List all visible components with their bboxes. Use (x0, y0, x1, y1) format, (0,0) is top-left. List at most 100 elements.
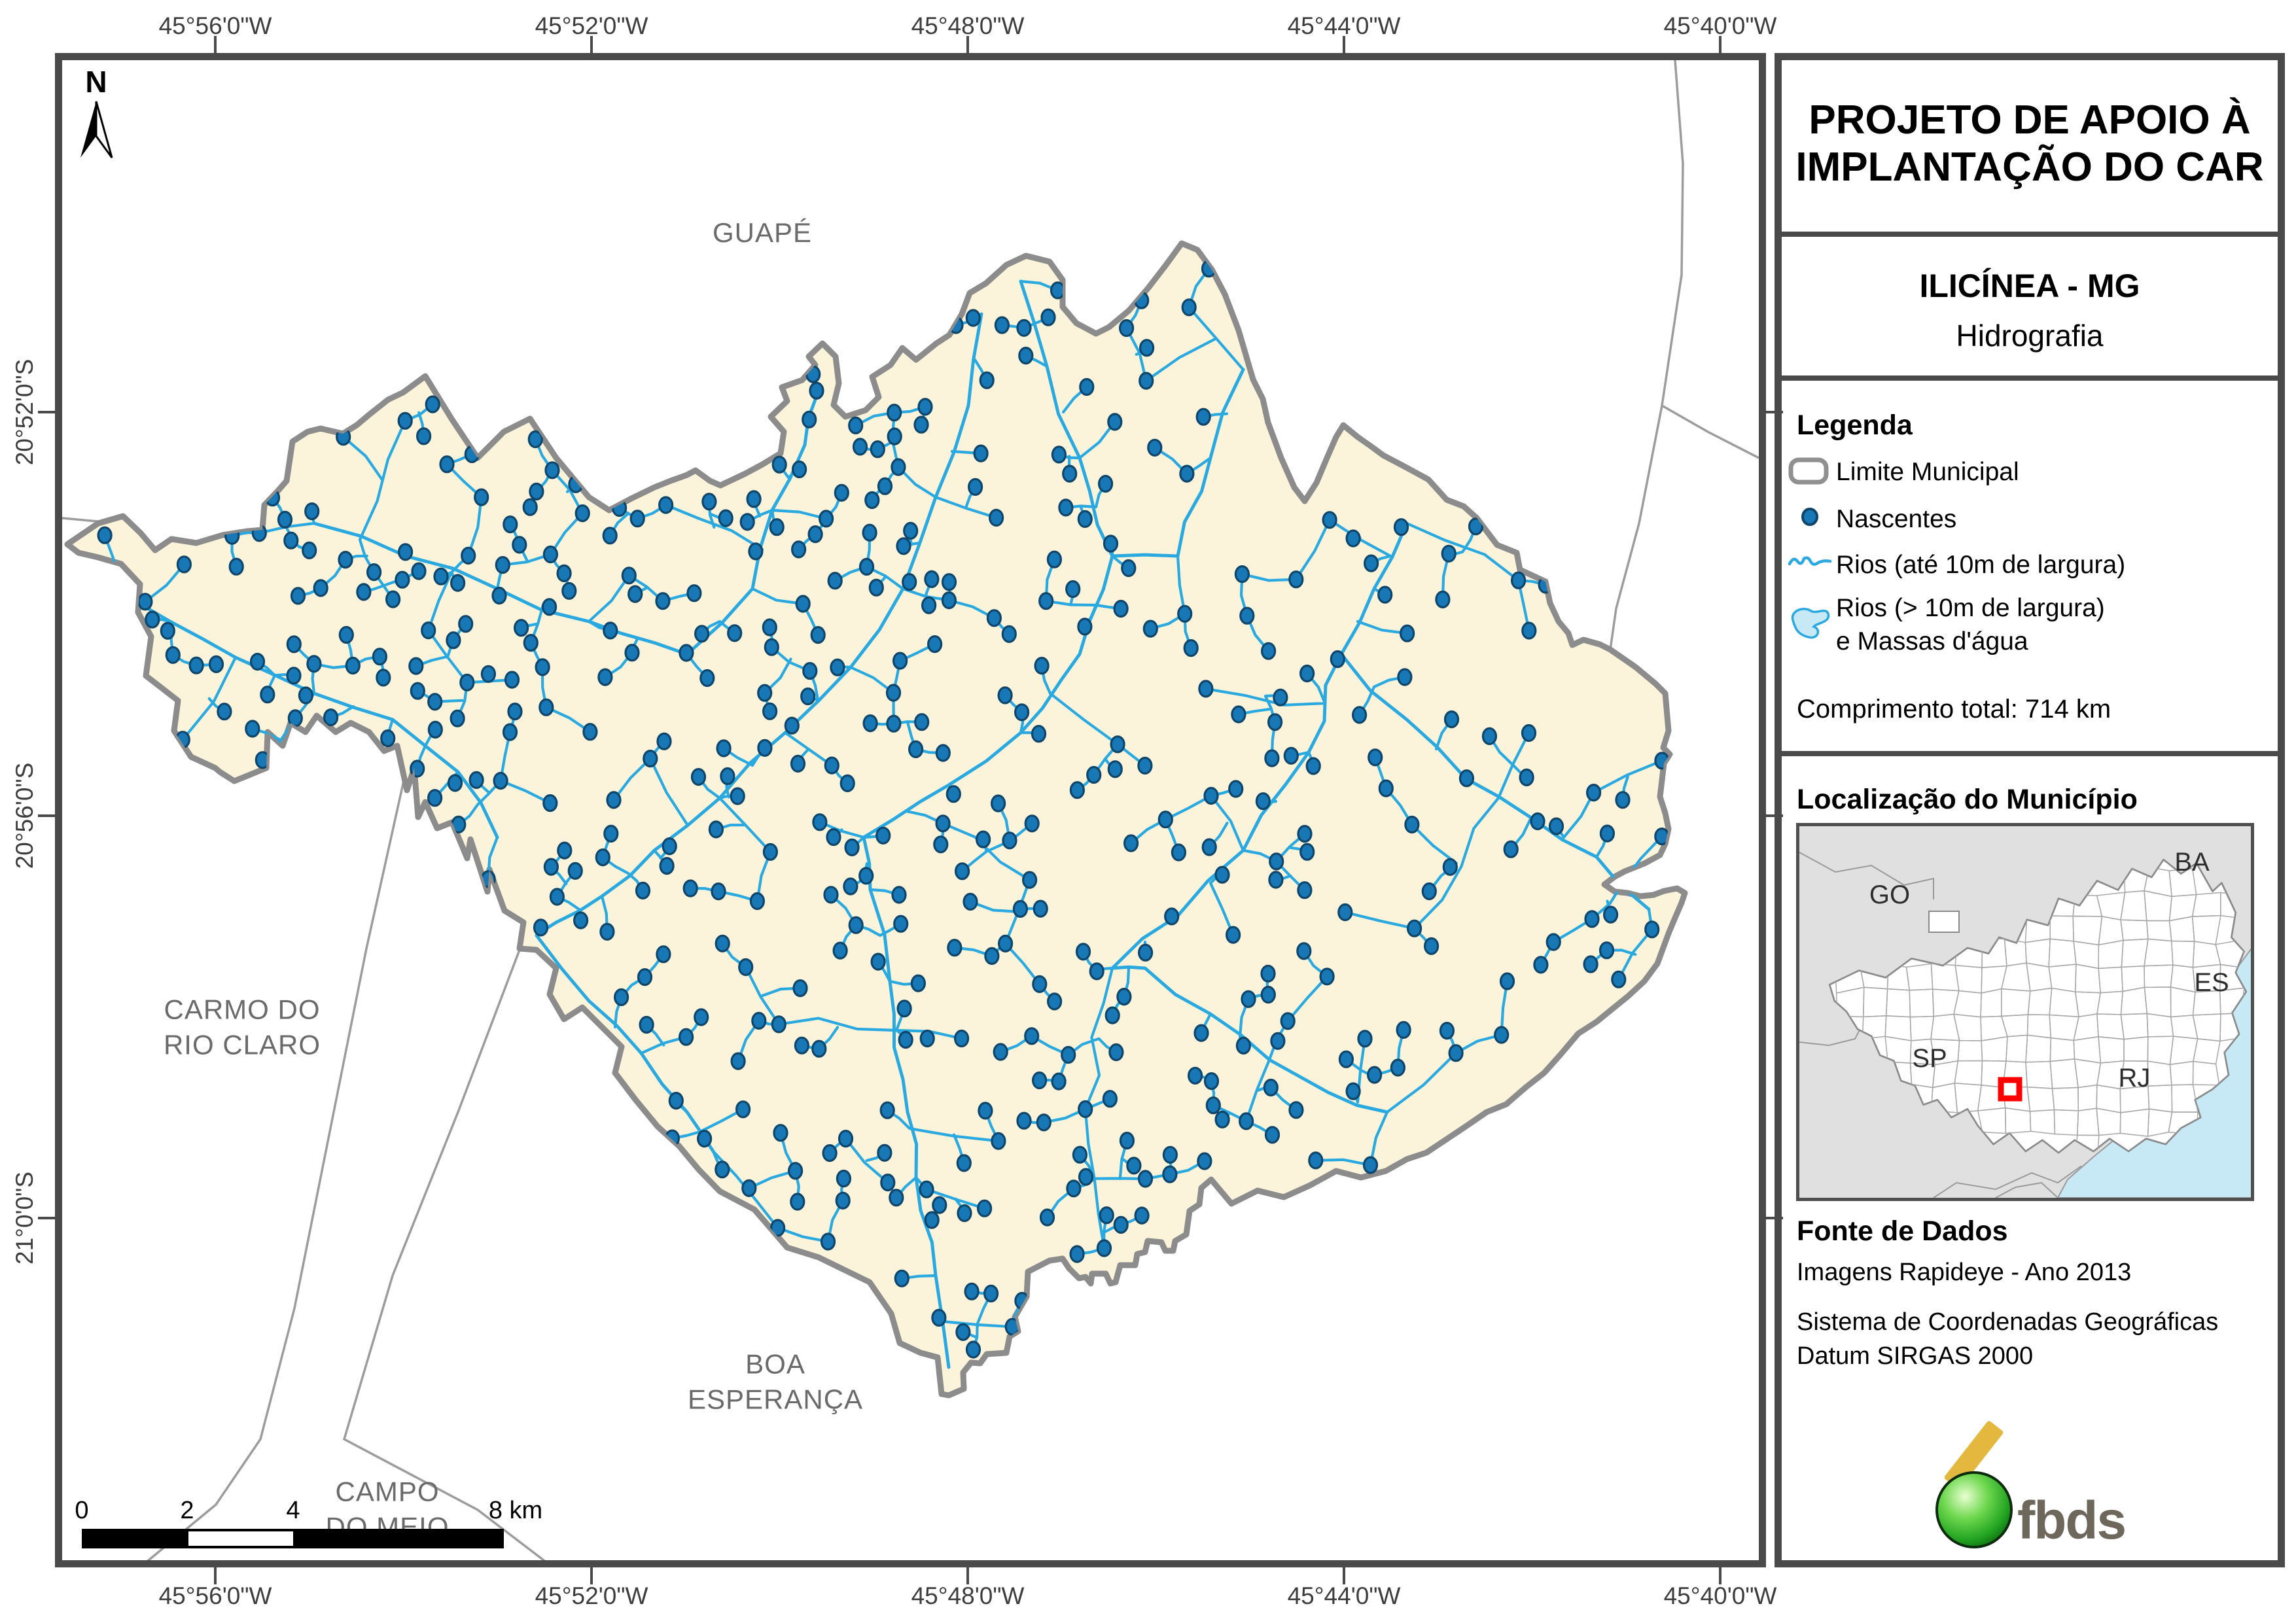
spring-dot[interactable] (659, 856, 675, 875)
spring-dot[interactable] (1142, 620, 1158, 638)
spring-dot[interactable] (397, 411, 413, 430)
spring-dot[interactable] (715, 934, 730, 952)
spring-dot[interactable] (730, 787, 745, 805)
spring-dot[interactable] (1338, 1050, 1354, 1068)
spring-dot[interactable] (656, 732, 672, 750)
spring-dot[interactable] (1038, 592, 1054, 610)
spring-dot[interactable] (543, 858, 559, 876)
spring-dot[interactable] (1548, 817, 1564, 835)
spring-dot[interactable] (557, 841, 573, 860)
spring-dot[interactable] (830, 658, 845, 676)
spring-dot[interactable] (1238, 1112, 1254, 1130)
spring-dot[interactable] (1002, 831, 1017, 850)
spring-dot[interactable] (694, 1008, 709, 1026)
spring-dot[interactable] (1203, 1072, 1220, 1091)
spring-dot[interactable] (1051, 1072, 1067, 1091)
spring-dot[interactable] (599, 922, 615, 941)
spring-dot[interactable] (708, 820, 724, 839)
spring-dot[interactable] (541, 598, 557, 616)
spring-dot[interactable] (1481, 727, 1497, 746)
spring-dot[interactable] (1072, 1145, 1088, 1164)
spring-dot[interactable] (879, 1101, 895, 1119)
spring-dot[interactable] (800, 687, 816, 706)
spring-dot[interactable] (1183, 638, 1199, 657)
spring-dot[interactable] (682, 879, 698, 898)
spring-dot[interactable] (1273, 688, 1288, 707)
spring-dot[interactable] (807, 525, 823, 544)
spring-dot[interactable] (1239, 606, 1255, 625)
spring-dot[interactable] (877, 477, 893, 495)
spring-dot[interactable] (621, 567, 637, 585)
spring-dot[interactable] (1039, 1208, 1055, 1227)
spring-dot[interactable] (1377, 585, 1393, 604)
spring-dot[interactable] (727, 624, 743, 642)
spring-dot[interactable] (1164, 907, 1180, 926)
spring-dot[interactable] (397, 543, 414, 561)
spring-dot[interactable] (802, 661, 818, 680)
spring-dot[interactable] (858, 867, 874, 885)
spring-dot[interactable] (523, 633, 539, 652)
spring-dot[interactable] (1583, 955, 1598, 973)
spring-dot[interactable] (1102, 1090, 1118, 1108)
spring-dot[interactable] (544, 461, 560, 480)
spring-dot[interactable] (1065, 580, 1081, 599)
spring-dot[interactable] (503, 515, 518, 534)
spring-dot[interactable] (1586, 783, 1602, 802)
spring-dot[interactable] (880, 1173, 896, 1192)
spring-dot[interactable] (917, 398, 933, 416)
spring-dot[interactable] (655, 592, 671, 610)
spring-dot[interactable] (1118, 319, 1135, 338)
spring-dot[interactable] (668, 1091, 684, 1110)
spring-dot[interactable] (1494, 1026, 1510, 1044)
spring-dot[interactable] (1299, 664, 1315, 683)
spring-dot[interactable] (1077, 510, 1093, 529)
spring-dot[interactable] (762, 702, 778, 720)
spring-dot[interactable] (914, 713, 930, 731)
spring-dot[interactable] (924, 1211, 940, 1229)
spring-dot[interactable] (893, 915, 909, 933)
spring-dot[interactable] (1234, 565, 1250, 584)
spring-dot[interactable] (1367, 1066, 1383, 1084)
spring-dot[interactable] (1337, 903, 1353, 922)
spring-dot[interactable] (896, 1000, 912, 1018)
spring-dot[interactable] (1162, 1165, 1178, 1183)
spring-dot[interactable] (741, 1179, 757, 1197)
spring-dot[interactable] (323, 708, 339, 727)
spring-dot[interactable] (686, 584, 702, 602)
spring-dot[interactable] (1139, 372, 1154, 390)
spring-dot[interactable] (1203, 786, 1219, 805)
spring-dot[interactable] (941, 591, 957, 610)
spring-dot[interactable] (217, 703, 232, 721)
spring-dot[interactable] (1288, 570, 1304, 589)
spring-dot[interactable] (822, 1143, 838, 1162)
spring-dot[interactable] (1439, 1021, 1455, 1040)
spring-dot[interactable] (1241, 990, 1256, 1008)
spring-dot[interactable] (757, 739, 773, 757)
spring-dot[interactable] (875, 826, 891, 845)
spring-dot[interactable] (1288, 1101, 1304, 1119)
spring-dot[interactable] (145, 610, 160, 629)
spring-dot[interactable] (1308, 1151, 1324, 1170)
spring-dot[interactable] (1187, 1066, 1203, 1085)
spring-dot[interactable] (385, 590, 401, 608)
spring-dot[interactable] (1077, 618, 1093, 636)
spring-dot[interactable] (1181, 298, 1197, 317)
spring-dot[interactable] (1177, 604, 1193, 623)
spring-dot[interactable] (298, 686, 313, 705)
spring-dot[interactable] (748, 542, 764, 561)
spring-dot[interactable] (997, 686, 1013, 705)
spring-dot[interactable] (1503, 840, 1519, 858)
spring-dot[interactable] (919, 1180, 934, 1198)
spring-dot[interactable] (1424, 937, 1439, 955)
spring-dot[interactable] (1089, 962, 1104, 981)
spring-dot[interactable] (1126, 1157, 1142, 1175)
spring-dot[interactable] (480, 665, 497, 683)
inset-ilicinea-marker[interactable] (1998, 1077, 2022, 1102)
spring-dot[interactable] (794, 1036, 810, 1055)
spring-dot[interactable] (1137, 1170, 1154, 1188)
spring-dot[interactable] (1368, 748, 1383, 767)
spring-dot[interactable] (533, 918, 549, 937)
spring-dot[interactable] (762, 843, 779, 861)
spring-dot[interactable] (1031, 725, 1047, 743)
spring-dot[interactable] (1270, 1032, 1286, 1050)
